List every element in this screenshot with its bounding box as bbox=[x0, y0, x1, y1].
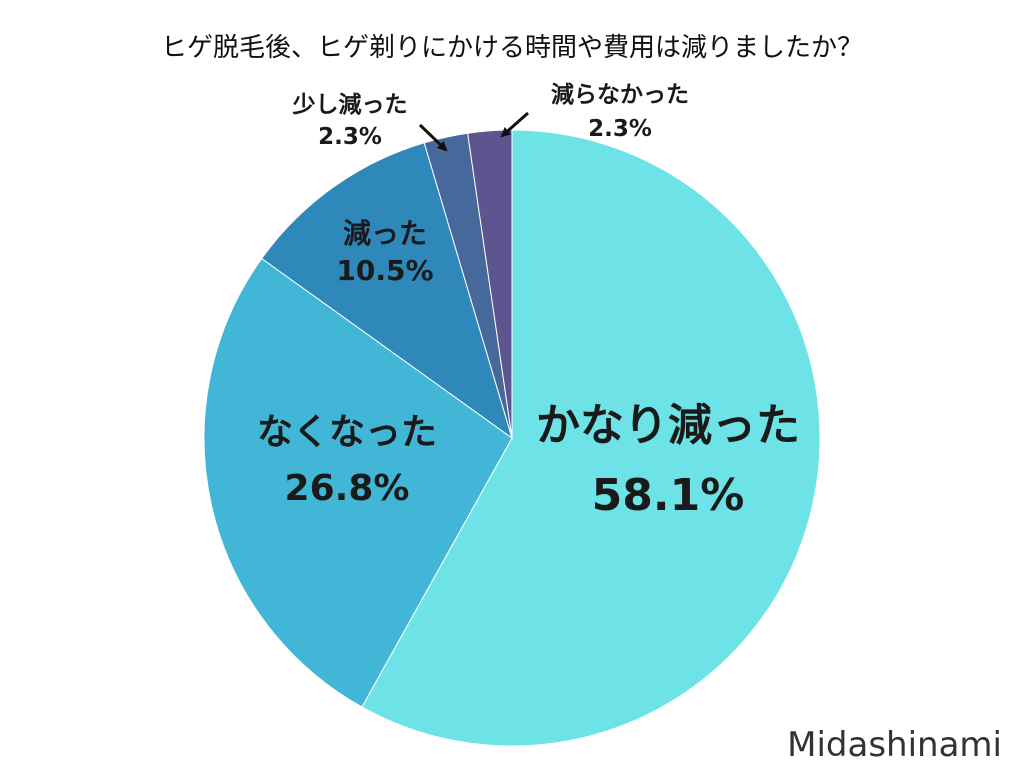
watermark-text: Midashinami bbox=[787, 725, 1002, 765]
pie-slice-1 bbox=[361, 129, 821, 747]
leader-arrows bbox=[418, 111, 529, 152]
slice-value-label: 2.3% bbox=[318, 124, 382, 150]
chart-title: ヒゲ脱毛後、ヒゲ剃りにかける時間や費用は減りましたか？ bbox=[161, 33, 863, 63]
pie-slice-2 bbox=[203, 257, 513, 708]
slice-value-label: 58.1% bbox=[592, 470, 745, 521]
slice-category-label: 減らなかった bbox=[551, 82, 689, 108]
slice-category-label: 少し減った bbox=[292, 92, 408, 118]
leader-arrow bbox=[500, 111, 529, 138]
slice-value-label: 10.5% bbox=[336, 254, 433, 287]
leader-arrow bbox=[418, 123, 448, 152]
slice-value-label: 26.8% bbox=[285, 468, 410, 509]
pie-slices bbox=[203, 129, 821, 747]
pie-slice-3 bbox=[260, 142, 513, 440]
slice-category-label: なくなった bbox=[257, 412, 437, 453]
slice-labels: かなり減った 58.1% なくなった 26.8% 減った 10.5% 少し減った 2.3% 減ら… bbox=[257, 82, 800, 521]
slice-value-label: 2.3% bbox=[588, 116, 652, 142]
pie-slice-5 bbox=[467, 129, 513, 439]
slice-category-label: 減った bbox=[343, 217, 427, 250]
slice-category-label: かなり減った bbox=[536, 400, 800, 451]
